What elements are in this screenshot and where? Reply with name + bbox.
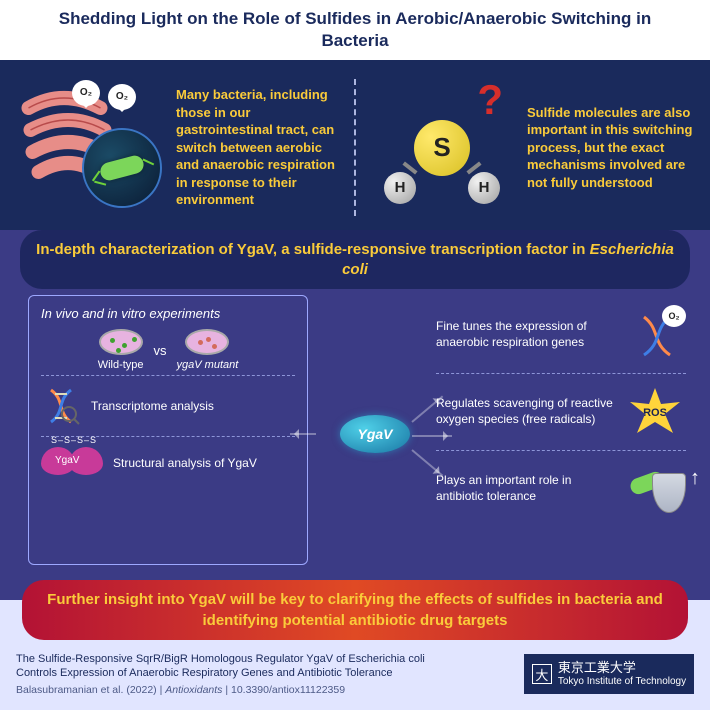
mid-banner-text: In-depth characterization of YgaV, a sul… [36,241,589,258]
o2-bubble-icon: O₂ [72,80,100,106]
bacterium-inset [82,128,162,208]
outcome-text: Fine tunes the expression of anaerobic r… [436,319,630,350]
o2-badge: O₂ [662,305,686,327]
body-area: In vivo and in vitro experiments Wild-ty… [0,295,710,575]
outcomes-column: Fine tunes the expression of anaerobic r… [436,297,686,527]
experiments-title: In vivo and in vitro experiments [41,306,295,321]
ygav-center-node: YgaV [340,415,410,453]
footer: The Sulfide-Responsive SqrR/BigR Homolog… [0,638,710,710]
bacterium-icon [98,153,145,182]
outcome-text: Regulates scavenging of reactive oxygen … [436,396,630,427]
university-name-jp: 東京工業大学 [558,661,686,676]
petri-dish-icon [185,329,229,355]
infographic-page: Shedding Light on the Role of Sulfides i… [0,0,710,710]
experiment-row-structure: S–S–S–S YgaV Structural analysis of YgaV [41,447,295,479]
petri-wildtype: Wild-type [98,329,144,371]
dna-o2-icon: O₂ [630,311,686,359]
o2-bubble-icon: O₂ [108,84,136,110]
top-section: O₂ O₂ Many bacteria, including those in … [0,65,710,230]
experiment-label: Transcriptome analysis [91,399,214,413]
intestine-graphic: O₂ O₂ [16,78,166,218]
ygav-protein-icon: S–S–S–S YgaV [41,447,103,479]
top-left-panel: O₂ O₂ Many bacteria, including those in … [0,65,354,230]
petri-dish-icon [99,329,143,355]
outcome-item: Fine tunes the expression of anaerobic r… [436,297,686,373]
h2s-molecule: ? S H H [372,78,517,218]
dna-icon [41,386,81,426]
petri-label: Wild-type [98,359,144,371]
paper-title: The Sulfide-Responsive SqrR/BigR Homolog… [16,652,524,681]
petri-label: ygaV mutant [177,359,239,371]
hydrogen-atom-icon: H [384,172,416,204]
outcome-item: Plays an important role in antibiotic to… [436,450,686,527]
arrow-icon [290,433,316,435]
outcome-text: Plays an important role in antibiotic to… [436,473,630,504]
top-right-panel: ? S H H Sulfide molecules are also impor… [356,65,710,230]
sulfur-atom-icon: S [414,120,470,176]
university-mark-icon: 大 [532,664,552,684]
mid-banner: In-depth characterization of YgaV, a sul… [20,230,690,289]
experiments-box: In vivo and in vitro experiments Wild-ty… [28,295,308,565]
hydrogen-atom-icon: H [468,172,500,204]
bottom-banner: Further insight into YgaV will be key to… [22,580,688,640]
university-logo: 大 東京工業大学 Tokyo Institute of Technology [524,654,694,694]
question-mark-icon: ? [477,76,503,124]
ros-star-icon: ROS [630,388,686,436]
disulfide-label: S–S–S–S [51,435,97,445]
shield-bacterium-icon: ↑ [630,465,686,513]
top-left-text: Many bacteria, including those in our ga… [176,86,338,209]
top-right-text: Sulfide molecules are also important in … [527,104,694,192]
page-title: Shedding Light on the Role of Sulfides i… [0,8,710,52]
outcome-item: Regulates scavenging of reactive oxygen … [436,373,686,450]
experiment-label: Structural analysis of YgaV [113,456,257,470]
protein-label: YgaV [55,455,79,466]
paper-citation-line: Balasubramanian et al. (2022) | Antioxid… [16,684,524,696]
university-name-en: Tokyo Institute of Technology [558,676,686,688]
experiment-row-dishes: Wild-type vs ygaV mutant [41,329,295,371]
ros-label: ROS [630,388,680,438]
petri-mutant: ygaV mutant [177,329,239,371]
experiment-row-transcriptome: Transcriptome analysis [41,386,295,426]
footer-citation: The Sulfide-Responsive SqrR/BigR Homolog… [16,652,524,697]
vs-label: vs [154,343,167,358]
